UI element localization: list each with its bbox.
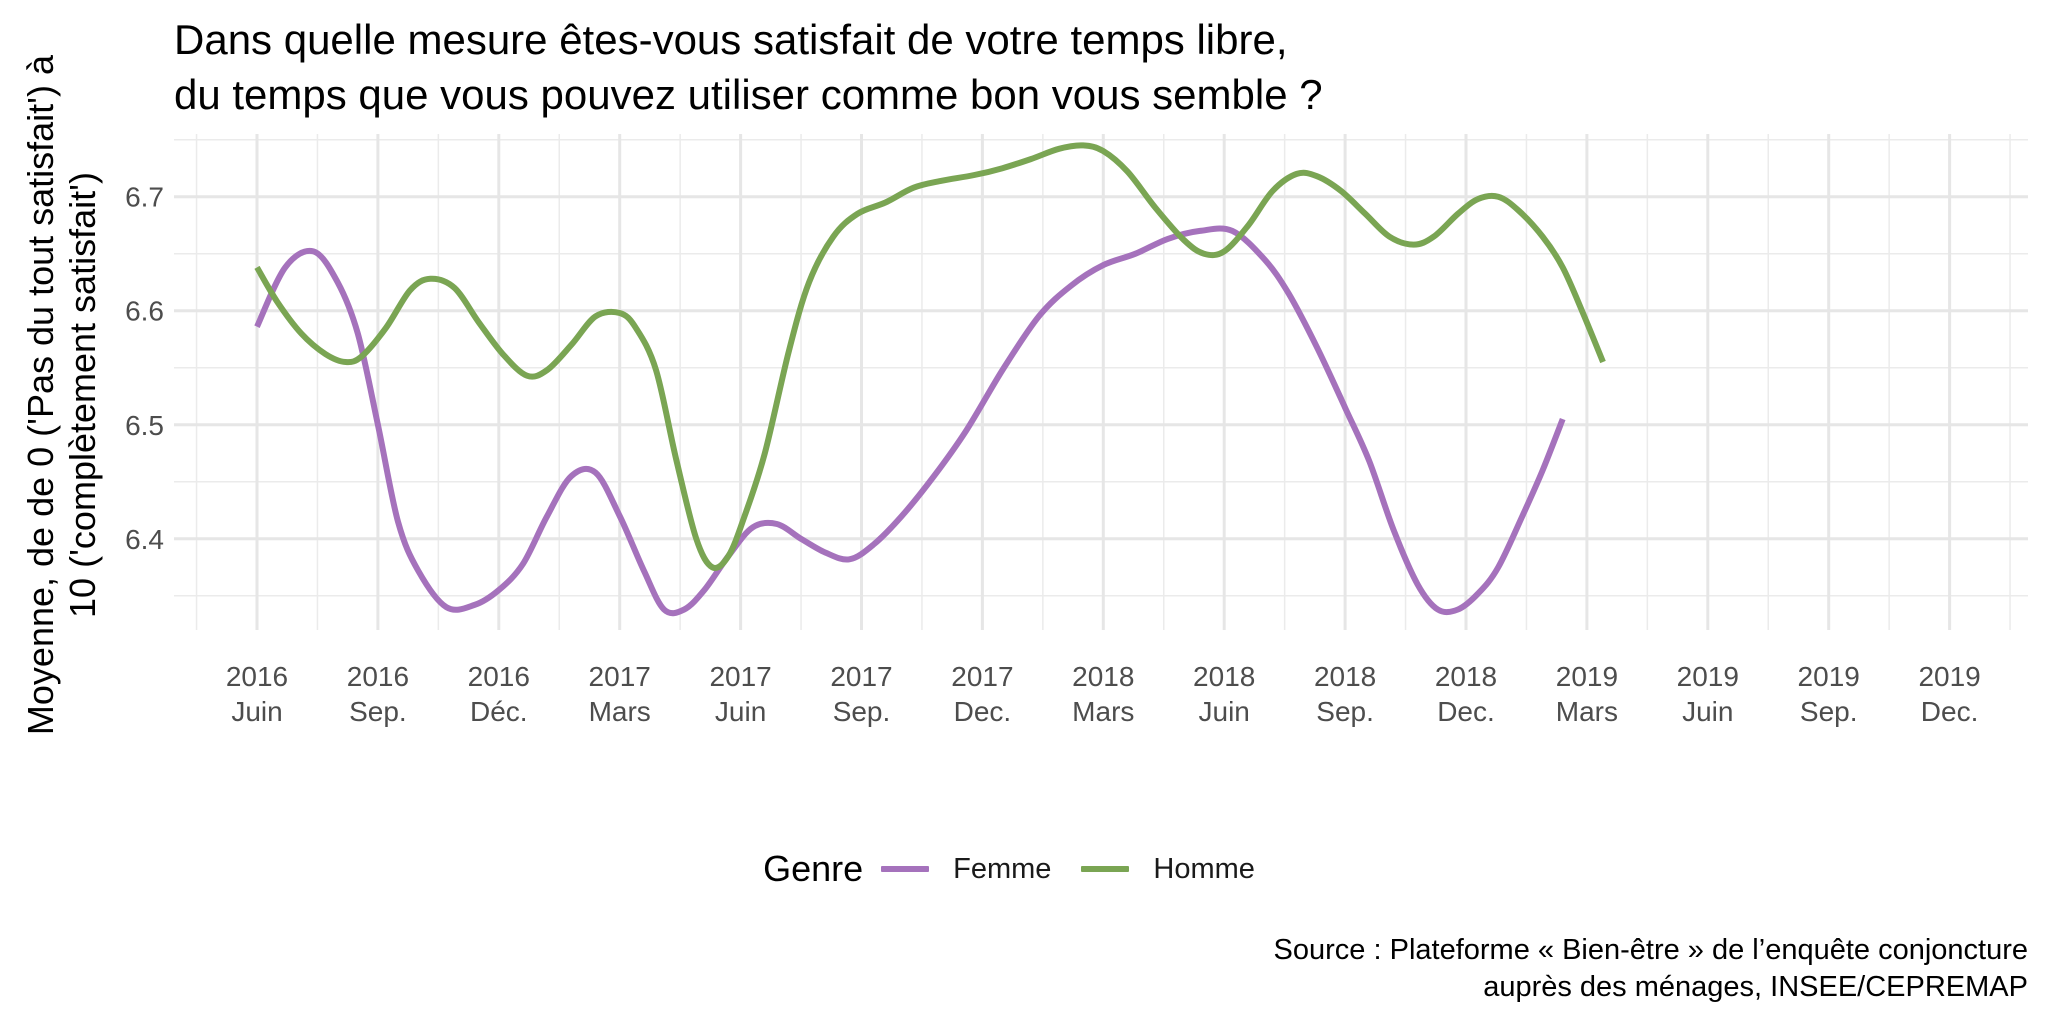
y-tick-label: 6.4 [125, 524, 164, 555]
x-tick-label: 2016 Sep. [347, 661, 409, 727]
x-tick-label: 2017 Juin [709, 661, 771, 727]
y-tick-label: 6.6 [125, 296, 164, 327]
x-tick-label: 2018 Dec. [1435, 661, 1497, 727]
legend-title: Genre [763, 848, 864, 889]
legend-label-femme: Femme [953, 852, 1052, 885]
x-tick-label: 2017 Sep. [830, 661, 892, 727]
x-tick-year: 2016 [347, 661, 409, 692]
x-tick-month: Sep. [349, 696, 407, 727]
x-tick-month: Juin [1199, 696, 1250, 727]
legend-item-homme: Homme [1081, 853, 1255, 886]
source-caption: Source : Plateforme « Bien-être » de l’e… [1274, 932, 2028, 1006]
legend-key-homme [1081, 866, 1130, 872]
x-tick-month: Mars [1072, 696, 1134, 727]
x-tick-year: 2017 [951, 661, 1013, 692]
legend-key-femme [881, 866, 930, 872]
chart-title-line-1: Dans quelle mesure êtes-vous satisfait d… [174, 16, 1288, 63]
x-tick-year: 2019 [1798, 661, 1860, 692]
x-tick-label: 2019 Mars [1556, 661, 1618, 727]
source-caption-line-1: Source : Plateforme « Bien-être » de l’e… [1273, 934, 2028, 966]
x-tick-label: 2016 Juin [226, 661, 288, 727]
x-tick-month: Sep. [1800, 696, 1858, 727]
x-tick-month: Dec. [1437, 696, 1495, 727]
x-axis-ticks: 2016 Juin 2016 Sep. 2016 Déc. 2017 Mars 2017 Juin… [226, 661, 1981, 727]
x-tick-label: 2016 Déc. [468, 661, 530, 727]
x-tick-year: 2016 [226, 661, 288, 692]
chart-title: Dans quelle mesure êtes-vous satisfait d… [174, 12, 1974, 122]
y-tick-label: 6.5 [125, 410, 164, 441]
x-tick-month: Dec. [1921, 696, 1979, 727]
x-tick-year: 2017 [709, 661, 771, 692]
x-tick-year: 2018 [1193, 661, 1255, 692]
legend-label-homme: Homme [1153, 852, 1255, 885]
x-tick-year: 2018 [1072, 661, 1134, 692]
legend-item-femme: Femme [881, 853, 1051, 886]
x-tick-label: 2019 Juin [1677, 661, 1739, 727]
y-tick-label: 6.7 [125, 182, 164, 213]
x-tick-label: 2019 Sep. [1798, 661, 1860, 727]
x-tick-label: 2017 Mars [589, 661, 651, 727]
x-tick-label: 2018 Sep. [1314, 661, 1376, 727]
x-tick-year: 2016 [468, 661, 530, 692]
x-tick-label: 2018 Mars [1072, 661, 1134, 727]
x-tick-month: Sep. [1316, 696, 1374, 727]
series-line-femme [254, 225, 1566, 617]
grid-minor [174, 134, 2028, 630]
x-tick-year: 2019 [1677, 661, 1739, 692]
y-axis-ticks: 6.4 6.5 6.6 6.7 [125, 182, 164, 555]
x-tick-month: Juin [715, 696, 766, 727]
x-tick-month: Sep. [833, 696, 891, 727]
x-tick-month: Dec. [954, 696, 1012, 727]
source-caption-line-2: auprès des ménages, INSEE/CEPREMAP [1483, 971, 2028, 1003]
grid-major [174, 134, 2028, 630]
series-lines [254, 142, 1606, 617]
x-tick-month: Mars [589, 696, 651, 727]
x-tick-label: 2017 Dec. [951, 661, 1013, 727]
x-tick-year: 2018 [1435, 661, 1497, 692]
legend: Genre Femme Homme [0, 848, 2048, 890]
x-tick-year: 2018 [1314, 661, 1376, 692]
x-tick-month: Juin [231, 696, 282, 727]
x-tick-month: Juin [1682, 696, 1733, 727]
x-tick-label: 2018 Juin [1193, 661, 1255, 727]
x-tick-month: Mars [1556, 696, 1618, 727]
x-tick-year: 2019 [1918, 661, 1980, 692]
x-tick-year: 2017 [589, 661, 651, 692]
x-tick-year: 2017 [830, 661, 892, 692]
x-tick-year: 2019 [1556, 661, 1618, 692]
x-tick-month: Déc. [470, 696, 528, 727]
x-tick-label: 2019 Dec. [1918, 661, 1980, 727]
chart-title-line-2: du temps que vous pouvez utiliser comme … [174, 71, 1323, 118]
series-line-homme [254, 142, 1606, 571]
